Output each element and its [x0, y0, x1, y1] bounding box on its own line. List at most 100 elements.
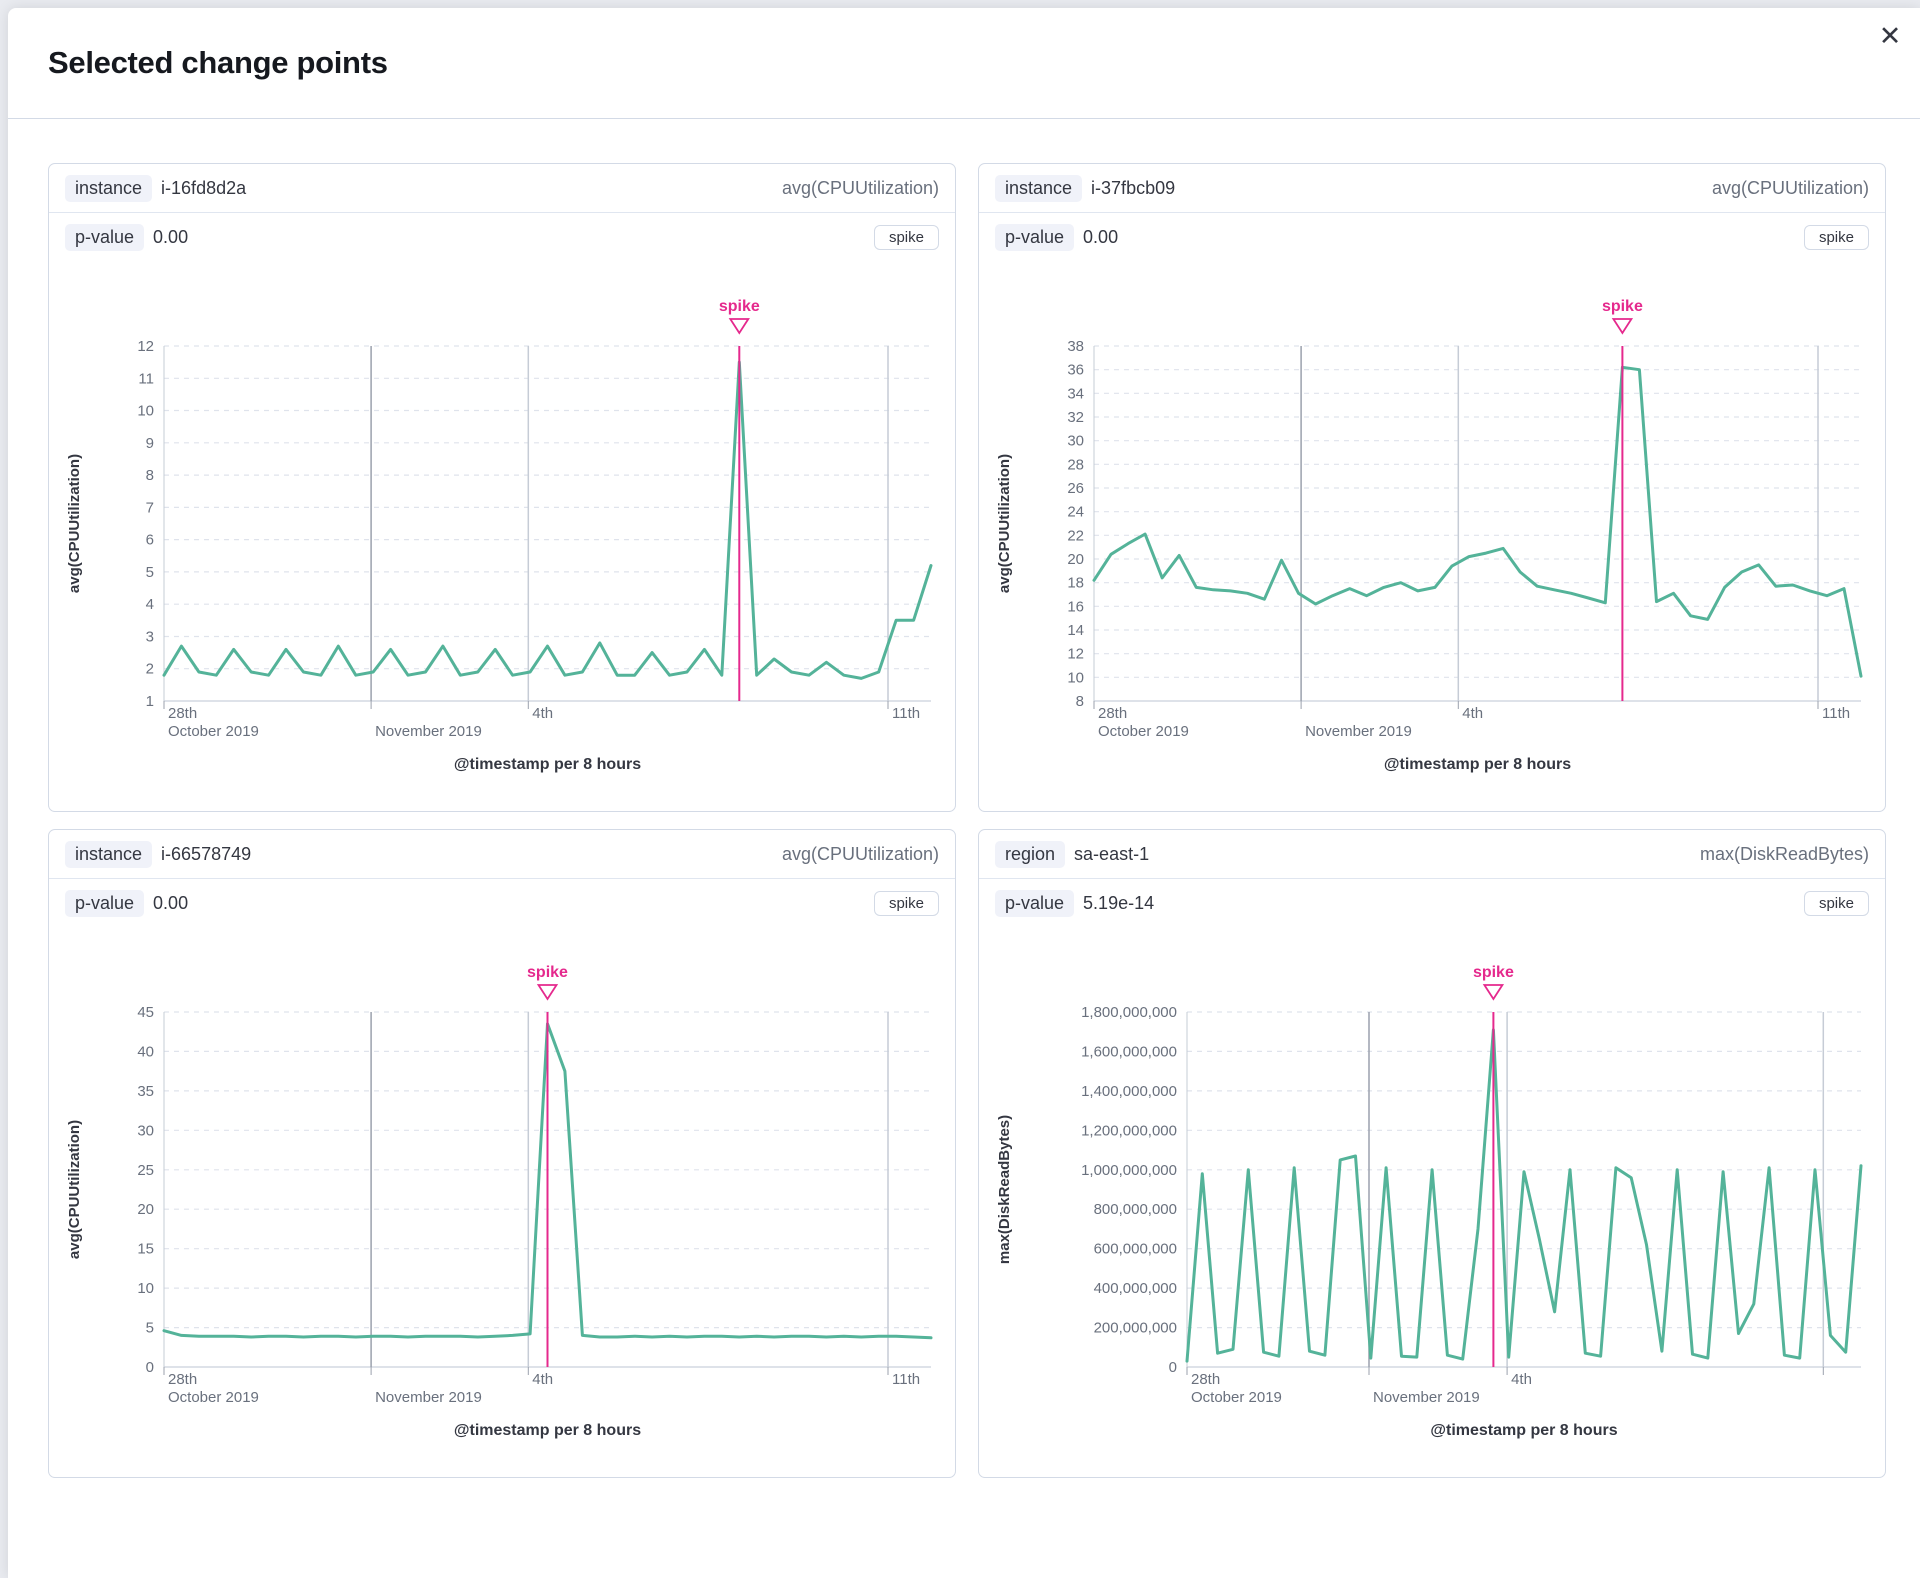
p-value-badge: p-value	[995, 223, 1075, 251]
svg-text:40: 40	[137, 1043, 154, 1060]
svg-text:28th: 28th	[1098, 705, 1127, 722]
svg-text:400,000,000: 400,000,000	[1094, 1280, 1177, 1297]
svg-text:spike: spike	[527, 964, 568, 981]
metric-label: avg(CPUUtilization)	[1711, 177, 1869, 198]
split-field-badge: instance	[65, 840, 153, 868]
svg-text:18: 18	[1067, 575, 1084, 592]
svg-text:12: 12	[137, 338, 154, 355]
svg-text:15: 15	[137, 1241, 154, 1258]
svg-text:22: 22	[1067, 527, 1084, 544]
change-type-badge: spike	[1803, 890, 1869, 916]
svg-text:10: 10	[137, 403, 154, 420]
svg-text:spike: spike	[1473, 964, 1514, 981]
p-value: 0.00	[153, 226, 189, 247]
svg-text:10: 10	[137, 1280, 154, 1297]
svg-text:5: 5	[146, 1320, 154, 1337]
split-field-value: sa-east-1	[1074, 843, 1150, 864]
p-value-badge: p-value	[65, 223, 145, 251]
svg-text:600,000,000: 600,000,000	[1094, 1241, 1177, 1258]
svg-text:12: 12	[1067, 646, 1084, 663]
change-type-badge: spike	[873, 224, 939, 250]
metric-label: avg(CPUUtilization)	[781, 177, 939, 198]
p-value-badge: p-value	[65, 889, 145, 917]
change-point-chart: 8 10 12 14 16 18 20 22 24 26 28 30 32 34 36 38 28th Octob…	[979, 261, 1885, 811]
selected-change-points-modal: Selected change points ✕ instance i-16fd…	[8, 8, 1920, 1578]
svg-text:6: 6	[146, 532, 154, 549]
svg-text:30: 30	[1067, 433, 1084, 450]
svg-text:11th: 11th	[892, 1371, 920, 1388]
change-point-chart: 1 2 3 4 5 6 7 8 9 10 11 12 28th October 2019 November …	[49, 261, 955, 811]
change-points-grid: instance i-16fd8d2a avg(CPUUtilization) …	[8, 119, 1920, 1478]
svg-text:4th: 4th	[532, 705, 553, 722]
change-point-card-1: instance i-16fd8d2a avg(CPUUtilization) …	[48, 163, 956, 812]
svg-text:November 2019: November 2019	[375, 1389, 482, 1406]
split-field-badge: instance	[65, 174, 153, 202]
card-header: region sa-east-1 max(DiskReadBytes)	[979, 830, 1885, 879]
svg-text:@timestamp per 8 hours: @timestamp per 8 hours	[1430, 1422, 1617, 1439]
svg-text:38: 38	[1067, 338, 1084, 355]
svg-text:1,800,000,000: 1,800,000,000	[1081, 1004, 1177, 1021]
svg-text:@timestamp per 8 hours: @timestamp per 8 hours	[454, 756, 641, 773]
svg-text:November 2019: November 2019	[1373, 1389, 1480, 1406]
svg-text:4th: 4th	[1511, 1371, 1532, 1388]
svg-text:800,000,000: 800,000,000	[1094, 1201, 1177, 1218]
change-type-badge: spike	[873, 890, 939, 916]
svg-text:45: 45	[137, 1004, 154, 1021]
svg-text:36: 36	[1067, 362, 1084, 379]
card-subheader: p-value 0.00 spike	[49, 879, 955, 927]
chart-svg: 0 200,000,000 400,000,000 600,000,000 800,00…	[996, 964, 1863, 1439]
split-field-value: i-37fbcb09	[1091, 177, 1176, 198]
svg-text:4th: 4th	[1462, 705, 1483, 722]
svg-text:4th: 4th	[532, 1371, 553, 1388]
svg-text:4: 4	[146, 596, 154, 613]
svg-text:5: 5	[146, 564, 154, 581]
svg-text:October 2019: October 2019	[168, 723, 259, 740]
modal-header: Selected change points ✕	[8, 8, 1920, 119]
svg-text:14: 14	[1067, 622, 1084, 639]
split-field-value: i-16fd8d2a	[161, 177, 247, 198]
close-icon[interactable]: ✕	[1872, 18, 1908, 54]
svg-text:1,600,000,000: 1,600,000,000	[1081, 1043, 1177, 1060]
svg-text:avg(CPUUtilization): avg(CPUUtilization)	[66, 454, 83, 593]
svg-text:7: 7	[146, 499, 154, 516]
change-type-badge: spike	[1803, 224, 1869, 250]
svg-text:spike: spike	[1602, 298, 1643, 315]
svg-text:November 2019: November 2019	[375, 723, 482, 740]
svg-text:28th: 28th	[168, 1371, 197, 1388]
change-point-card-3: instance i-66578749 avg(CPUUtilization) …	[48, 829, 956, 1478]
svg-text:@timestamp per 8 hours: @timestamp per 8 hours	[1384, 756, 1571, 773]
card-subheader: p-value 0.00 spike	[979, 213, 1885, 261]
chart-svg: 8 10 12 14 16 18 20 22 24 26 28 30 32 34 36 38 28thOctob…	[996, 298, 1863, 773]
svg-text:34: 34	[1067, 385, 1084, 402]
svg-text:1: 1	[146, 693, 154, 710]
svg-text:8: 8	[146, 467, 154, 484]
svg-text:28: 28	[1067, 456, 1084, 473]
svg-text:October 2019: October 2019	[168, 1389, 259, 1406]
svg-text:10: 10	[1067, 669, 1084, 686]
metric-label: avg(CPUUtilization)	[781, 843, 939, 864]
svg-text:@timestamp per 8 hours: @timestamp per 8 hours	[454, 1422, 641, 1439]
svg-text:2: 2	[146, 661, 154, 678]
svg-text:November 2019: November 2019	[1305, 723, 1412, 740]
svg-text:1,000,000,000: 1,000,000,000	[1081, 1162, 1177, 1179]
svg-text:200,000,000: 200,000,000	[1094, 1320, 1177, 1337]
p-value: 0.00	[153, 892, 189, 913]
svg-text:avg(CPUUtilization): avg(CPUUtilization)	[996, 454, 1013, 593]
modal-title: Selected change points	[48, 45, 388, 80]
svg-text:1,200,000,000: 1,200,000,000	[1081, 1122, 1177, 1139]
svg-text:11th: 11th	[892, 705, 920, 722]
svg-text:0: 0	[1169, 1359, 1177, 1376]
svg-text:28th: 28th	[1191, 1371, 1220, 1388]
svg-text:avg(CPUUtilization): avg(CPUUtilization)	[66, 1120, 83, 1259]
split-field-value: i-66578749	[161, 843, 252, 864]
change-point-chart: 0 5 10 15 20 25 30 35 40 45 28th October 2019 Novemb…	[49, 927, 955, 1477]
svg-text:11th: 11th	[1822, 705, 1850, 722]
svg-text:9: 9	[146, 435, 154, 452]
metric-label: max(DiskReadBytes)	[1699, 843, 1869, 864]
svg-text:28th: 28th	[168, 705, 197, 722]
svg-text:32: 32	[1067, 409, 1084, 426]
svg-text:0: 0	[146, 1359, 154, 1376]
card-header: instance i-37fbcb09 avg(CPUUtilization)	[979, 164, 1885, 213]
